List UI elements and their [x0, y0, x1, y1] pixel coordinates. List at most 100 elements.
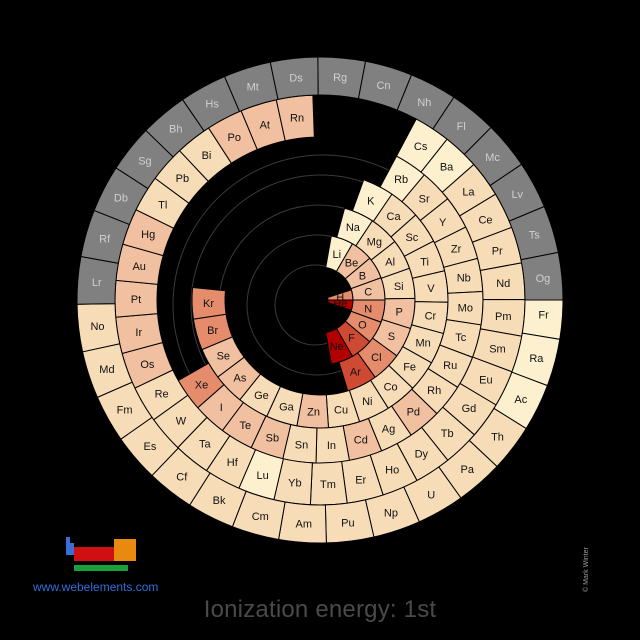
element-symbol: Cd [354, 435, 368, 447]
element-cell-mc[interactable]: Mc [463, 126, 523, 187]
element-symbol: Cs [414, 141, 428, 153]
chart-title: Ionization energy: 1st [203, 596, 437, 623]
element-symbol: Hg [141, 229, 155, 241]
element-symbol: Pd [407, 407, 420, 419]
element-cell-rb[interactable]: Rb [379, 155, 426, 203]
element-symbol: Pm [495, 311, 512, 323]
element-symbol: Bh [169, 124, 182, 136]
element-cell-zn[interactable]: Zn [296, 392, 330, 429]
element-symbol: Ho [385, 464, 399, 476]
logo-d-block [74, 547, 114, 561]
element-symbol: Rb [394, 174, 408, 186]
element-cell-sg[interactable]: Sg [115, 129, 174, 190]
element-symbol: Ir [135, 327, 142, 339]
element-symbol: P [396, 306, 403, 318]
element-symbol: Tb [441, 428, 454, 440]
element-symbol: Fr [538, 309, 549, 321]
element-symbol: U [427, 489, 435, 501]
element-cell-in[interactable]: In [315, 425, 351, 464]
element-symbol: Ru [443, 360, 457, 372]
element-symbol: Pu [341, 517, 354, 529]
element-symbol: Ds [289, 72, 303, 84]
logo-f-block [74, 565, 128, 571]
element-symbol: I [220, 402, 223, 414]
element-symbol: Hs [205, 99, 219, 111]
element-symbol: Xe [195, 379, 208, 391]
element-symbol: Ne [330, 341, 344, 353]
element-symbol: Sb [266, 432, 279, 444]
element-cell-se[interactable]: Se [201, 336, 245, 378]
element-symbol: Rh [427, 385, 441, 397]
element-cell-cn[interactable]: Cn [357, 60, 413, 111]
element-symbol: Sn [295, 439, 308, 451]
element-symbol: Mo [458, 302, 473, 314]
element-cell-xe[interactable]: Xe [177, 362, 225, 409]
element-cell-mt[interactable]: Mt [223, 61, 279, 113]
element-cell-kr[interactable]: Kr [191, 286, 227, 320]
element-cell-ru[interactable]: Ru [427, 344, 474, 389]
element-cell-nb[interactable]: Nb [443, 257, 484, 294]
element-symbol: Nh [417, 97, 431, 109]
element-symbol: Kr [203, 298, 214, 310]
element-cell-ds[interactable]: Ds [269, 56, 319, 100]
element-symbol: At [260, 119, 270, 131]
logo-s-block-bar [66, 537, 70, 555]
element-symbol: Te [239, 420, 251, 432]
element-cell-rn[interactable]: Rn [275, 94, 315, 142]
element-symbol: Nd [496, 278, 510, 290]
element-symbol: Li [332, 249, 341, 261]
element-symbol: B [359, 271, 366, 283]
copyright-text: © Mark Winter [583, 547, 590, 592]
element-cell-pt[interactable]: Pt [114, 279, 159, 318]
webelements-logo [66, 537, 136, 571]
element-symbol: Ra [529, 353, 544, 365]
element-symbol: Ce [478, 215, 492, 227]
element-symbol: Es [143, 441, 156, 453]
element-symbol: O [358, 320, 367, 332]
element-symbol: Ta [199, 438, 212, 450]
element-symbol: Mc [485, 152, 500, 164]
element-symbol: Cf [176, 471, 188, 483]
webelements-link[interactable]: www.webelements.com [33, 580, 159, 594]
element-cell-lr[interactable]: Lr [76, 255, 119, 305]
element-symbol: Gd [462, 403, 477, 415]
element-symbol: He [333, 298, 347, 310]
element-symbol: Zn [307, 406, 320, 418]
element-cell-mo[interactable]: Mo [445, 290, 484, 326]
element-symbol: Cr [425, 311, 437, 323]
element-symbol: Sc [405, 232, 418, 244]
element-symbol: Dy [415, 449, 429, 461]
element-symbol: N [364, 304, 372, 316]
element-symbol: Mn [416, 337, 431, 349]
element-cell-db[interactable]: Db [93, 167, 149, 226]
element-symbol: Sg [138, 155, 151, 167]
element-symbol: Al [385, 257, 395, 269]
element-symbol: Ts [529, 230, 541, 242]
element-tile [191, 286, 227, 320]
element-symbol: As [234, 373, 247, 385]
element-symbol: Be [345, 257, 358, 269]
element-symbol: Lr [92, 277, 102, 289]
element-symbol: No [90, 321, 104, 333]
element-symbol: K [367, 196, 375, 208]
element-cell-yb[interactable]: Yb [273, 458, 313, 506]
element-cell-cd[interactable]: Cd [342, 417, 383, 461]
element-symbol: Na [346, 222, 361, 234]
element-cell-rg[interactable]: Rg [317, 56, 367, 100]
element-symbol: V [427, 283, 435, 295]
element-symbol: Pt [131, 294, 141, 306]
element-cell-pu[interactable]: Pu [324, 499, 375, 544]
element-cell-tm[interactable]: Tm [309, 460, 348, 506]
element-symbol: H [336, 292, 344, 304]
element-symbol: Si [394, 281, 404, 293]
element-symbol: Lv [511, 189, 523, 201]
element-symbol: W [176, 415, 187, 427]
element-symbol: Pa [460, 464, 474, 476]
element-cell-am[interactable]: Am [278, 501, 327, 544]
element-cell-og[interactable]: Og [520, 251, 564, 301]
element-symbol: Ag [382, 423, 395, 435]
element-symbol: Rf [99, 233, 111, 245]
element-cell-no[interactable]: No [76, 303, 121, 353]
element-tile [520, 251, 564, 301]
element-symbol: Tl [158, 199, 167, 211]
